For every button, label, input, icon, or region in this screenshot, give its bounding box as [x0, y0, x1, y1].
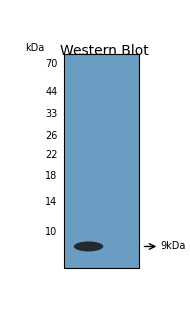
Text: 33: 33	[45, 109, 58, 119]
Text: 44: 44	[45, 87, 58, 97]
Text: 70: 70	[45, 59, 58, 70]
Text: 9kDa: 9kDa	[161, 241, 186, 252]
Text: 14: 14	[45, 197, 58, 207]
Bar	[63, 54, 139, 268]
Text: 26: 26	[45, 131, 58, 141]
Text: 10: 10	[45, 227, 58, 237]
Text: kDa: kDa	[25, 43, 44, 53]
Ellipse shape	[74, 241, 103, 252]
Text: 18: 18	[45, 171, 58, 181]
Text: Western Blot: Western Blot	[60, 44, 149, 58]
Text: 22: 22	[45, 150, 58, 160]
